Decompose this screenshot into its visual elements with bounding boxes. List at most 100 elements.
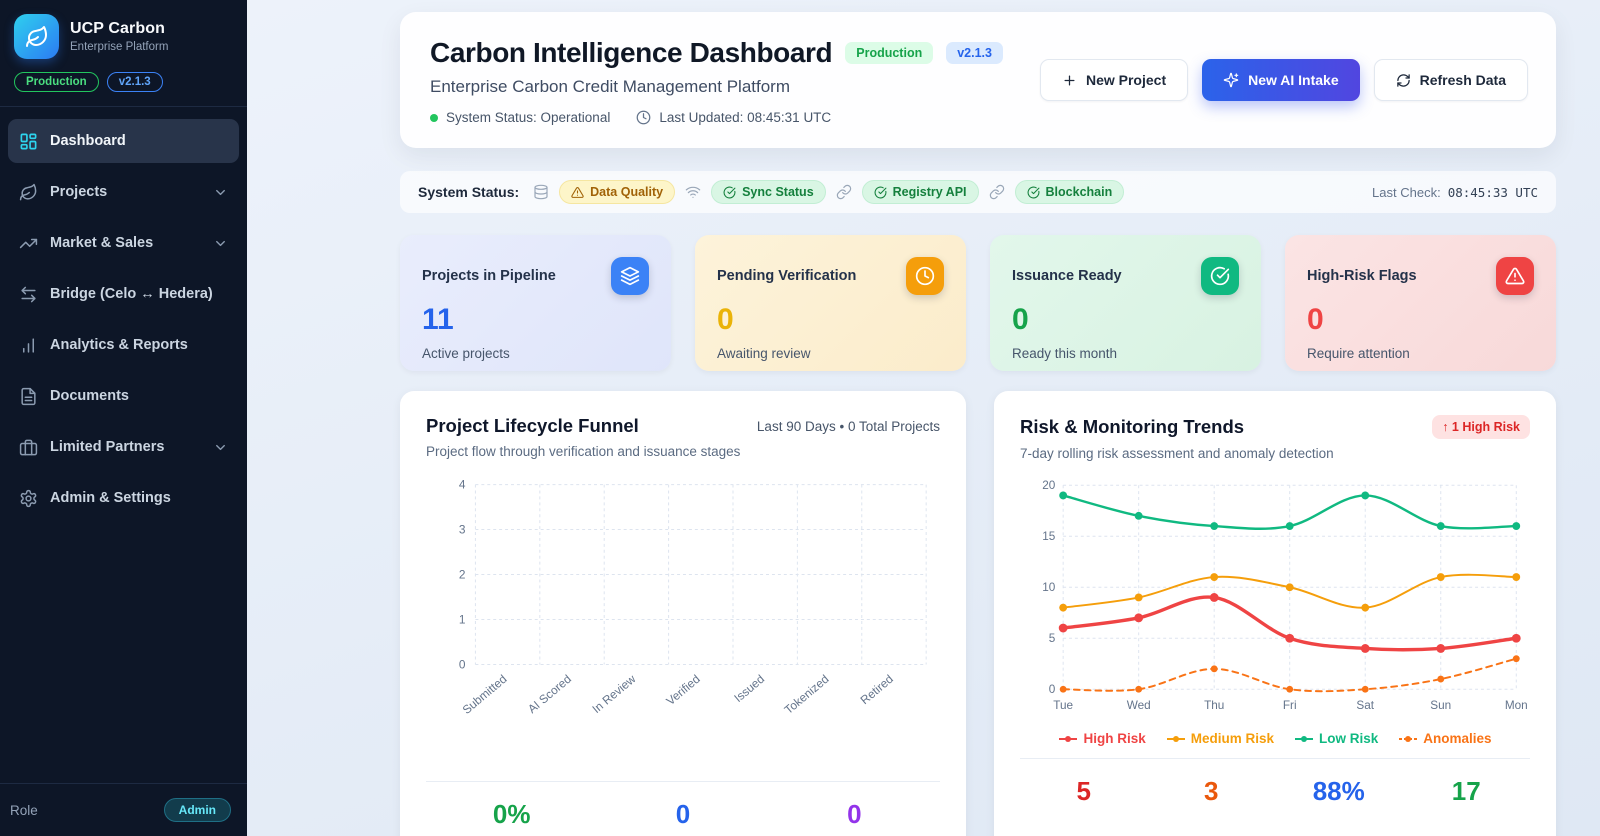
pill-label: Data Quality	[590, 185, 664, 199]
alert-triangle-icon	[571, 186, 584, 199]
sidebar-item-documents[interactable]: Documents	[8, 374, 239, 418]
refresh-data-button[interactable]: Refresh Data	[1373, 59, 1528, 101]
funnel-stat-value: 0	[847, 799, 862, 829]
sidebar-item-bridge[interactable]: Bridge (Celo ↔ Hedera)	[8, 272, 239, 316]
svg-text:Tue: Tue	[1053, 699, 1073, 712]
svg-text:Wed: Wed	[1127, 699, 1151, 712]
last-check-time: 08:45:33 UTC	[1447, 184, 1538, 200]
funnel-chart: 0 1 2 3 4 Submitted AI Scored In Review Verified…	[426, 469, 940, 769]
wifi-icon	[685, 184, 701, 200]
legend-label: Medium Risk	[1190, 731, 1274, 746]
svg-text:Tokenized: Tokenized	[782, 672, 832, 717]
legend-item-anomalies[interactable]: Anomalies	[1398, 731, 1492, 746]
card-subtitle: Ready this month	[1012, 346, 1118, 361]
system-status-text: System Status: Operational	[446, 110, 611, 125]
sidebar-item-market-sales[interactable]: Market & Sales	[8, 221, 239, 265]
funnel-panel-title: Project Lifecycle Funnel	[426, 415, 639, 436]
legend-item-medium-risk[interactable]: Medium Risk	[1166, 731, 1274, 746]
leaf-icon	[19, 183, 38, 202]
svg-text:Issued: Issued	[731, 672, 767, 705]
sidebar-item-label: Documents	[50, 388, 129, 404]
chart-panels-row: Project Lifecycle Funnel Last 90 Days • …	[400, 391, 1556, 836]
link-icon	[836, 184, 852, 200]
app-subtitle: Enterprise Platform	[70, 41, 169, 53]
link-icon	[989, 184, 1005, 200]
chevron-down-icon	[213, 236, 228, 251]
sidebar-item-label: Admin & Settings	[50, 490, 171, 506]
sidebar-item-analytics[interactable]: Analytics & Reports	[8, 323, 239, 367]
card-subtitle: Require attention	[1307, 346, 1410, 361]
card-title: Projects in Pipeline	[422, 268, 556, 284]
sidebar-item-limited-partners[interactable]: Limited Partners	[8, 425, 239, 469]
new-ai-intake-button[interactable]: New AI Intake	[1202, 59, 1360, 101]
check-circle-icon	[1027, 186, 1040, 199]
database-icon	[533, 184, 549, 200]
sparkles-icon	[1223, 72, 1239, 88]
funnel-stat-value: 0	[675, 799, 691, 829]
refresh-icon	[1396, 73, 1411, 88]
sidebar-divider	[0, 106, 247, 107]
gear-icon	[19, 489, 38, 508]
risk-monitoring-trends-panel: Risk & Monitoring Trends ↑ 1 High Risk 7…	[994, 391, 1556, 836]
version-badge: v2.1.3	[106, 72, 163, 92]
risk-stat-value: 17	[1451, 776, 1481, 806]
legend-label: Low Risk	[1319, 731, 1379, 746]
svg-text:Sat: Sat	[1356, 699, 1374, 712]
new-project-label: New Project	[1085, 72, 1167, 88]
high-risk-flags-card: High-Risk Flags 0 Require attention	[1285, 235, 1556, 371]
sidebar-nav: Dashboard Projects Market & Sales Bridge…	[0, 107, 247, 783]
risk-chart-legend: High Risk Medium Risk Low Risk Anomalies	[1020, 731, 1530, 746]
sidebar-item-projects[interactable]: Projects	[8, 170, 239, 214]
svg-text:1: 1	[459, 612, 466, 626]
last-check-label: Last Check:	[1372, 184, 1441, 200]
risk-stat-value: 5	[1076, 776, 1091, 806]
svg-text:Sun: Sun	[1430, 699, 1451, 712]
new-project-button[interactable]: New Project	[1039, 59, 1189, 101]
risk-panel-title: Risk & Monitoring Trends	[1020, 416, 1245, 437]
svg-text:Retired: Retired	[858, 672, 896, 707]
card-value: 0	[1012, 303, 1029, 336]
header-card: Carbon Intelligence Dashboard Production…	[400, 12, 1556, 148]
admin-role-badge: Admin	[163, 798, 231, 822]
card-subtitle: Active projects	[422, 346, 510, 361]
svg-text:2: 2	[459, 567, 466, 581]
app-title: UCP Carbon	[70, 20, 165, 37]
sidebar-item-dashboard[interactable]: Dashboard	[8, 119, 239, 163]
clock-icon	[906, 257, 944, 295]
last-updated-text: Last Updated: 08:45:31 UTC	[659, 110, 832, 125]
page-title: Carbon Intelligence Dashboard	[430, 37, 833, 68]
legend-item-high-risk[interactable]: High Risk	[1058, 731, 1146, 746]
sidebar-item-label: Market & Sales	[50, 235, 154, 251]
check-circle-icon	[723, 186, 736, 199]
pending-verification-card: Pending Verification 0 Awaiting review	[695, 235, 966, 371]
data-quality-status-pill: Data Quality	[559, 180, 676, 204]
sidebar-item-admin-settings[interactable]: Admin & Settings	[8, 476, 239, 520]
svg-text:3: 3	[459, 522, 466, 536]
svg-text:4: 4	[459, 478, 466, 492]
card-title: High-Risk Flags	[1307, 268, 1417, 284]
page-subtitle: Enterprise Carbon Credit Management Plat…	[430, 77, 790, 96]
card-value: 11	[422, 303, 454, 336]
svg-text:Fri: Fri	[1283, 699, 1297, 712]
chevron-down-icon	[213, 440, 228, 455]
document-icon	[19, 387, 38, 406]
project-lifecycle-funnel-panel: Project Lifecycle Funnel Last 90 Days • …	[400, 391, 966, 836]
sidebar: UCP Carbon Enterprise Platform Productio…	[0, 0, 247, 836]
app-logo: UCP Carbon Enterprise Platform	[14, 14, 233, 59]
pill-label: Blockchain	[1045, 185, 1113, 199]
risk-trends-chart: 0 5 10 15 20 Tue Wed Thu Fri Sat Sun Mon	[1020, 471, 1530, 729]
sync-status-pill: Sync Status	[711, 180, 826, 204]
leaf-logo-icon	[14, 14, 59, 59]
system-status-bar: System Status: Data Quality Sync Status …	[400, 171, 1556, 213]
risk-stats-row: 5 3 88% 17	[1020, 758, 1530, 807]
risk-stat-value: 88%	[1312, 776, 1365, 806]
sidebar-footer: Role Admin	[0, 783, 247, 836]
legend-item-low-risk[interactable]: Low Risk	[1294, 731, 1378, 746]
pill-label: Sync Status	[742, 185, 814, 199]
production-env-badge: Production	[845, 42, 934, 64]
layers-icon	[611, 257, 649, 295]
main-content: Carbon Intelligence Dashboard Production…	[247, 0, 1600, 836]
status-dot	[430, 113, 438, 122]
last-updated-indicator: Last Updated: 08:45:31 UTC	[636, 110, 831, 125]
bridge-arrows-icon	[19, 285, 38, 304]
